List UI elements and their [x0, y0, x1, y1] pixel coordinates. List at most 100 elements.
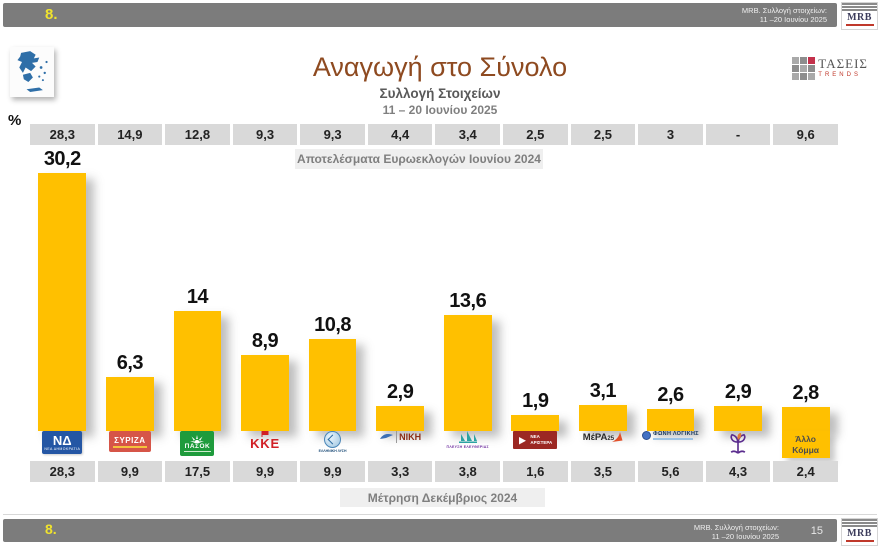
bar: [579, 404, 627, 431]
footer-slide-number: 8.: [45, 521, 57, 537]
niki-logo-cell: ΝΙΚΗ: [368, 431, 433, 461]
euro-results-caption: Αποτελέσματα Ευρωεκλογών Ιουνίου 2024: [295, 149, 543, 169]
kke-logo-cell: ΚΚΕ: [233, 431, 298, 461]
euro-result-cell: 3,4: [435, 124, 501, 145]
bar-column: 2,6: [638, 140, 703, 431]
bar-value-label: 8,9: [251, 329, 279, 352]
euro-result-cell: 3: [638, 124, 703, 145]
nd-logo-cell: ΝΔ ΝΕΑ ΔΗΜΟΚΡΑΤΙΑ: [30, 431, 95, 461]
december-result-cell: 17,5: [165, 461, 230, 482]
allo-komma-label: Άλλο Κόμμα: [781, 431, 830, 459]
bar-value-label: 2,9: [724, 381, 752, 404]
mrb-logo-footer: MRB: [841, 518, 878, 546]
greece-map-shape: [17, 51, 48, 92]
nea-aristera-logo: ΝΕΑ ΑΡΙΣΤΕΡΑ: [513, 431, 558, 449]
december-result-cell: 3,8: [435, 461, 501, 482]
december-result-cell: 9,9: [97, 461, 163, 482]
bar-column: 10,8: [300, 140, 365, 431]
footer-bar: 8. MRB. Συλλογή στοιχείων: 11 –20 Ιουνίο…: [3, 519, 837, 542]
plefsi-eleftherias-logo-cell: ΠΛΕΥΣΗ ΕΛΕΥΘΕΡΙΑΣ: [435, 431, 500, 461]
december-result-cell: 28,3: [30, 461, 95, 482]
bar-column: 8,9: [233, 140, 298, 431]
greece-map-icon: [10, 47, 54, 97]
mrb-logo-stripes: [842, 519, 877, 528]
bar-column: 2,9: [368, 140, 433, 431]
footer-note: MRB. Συλλογή στοιχείων: 11 –20 Ιουνίου 2…: [693, 523, 779, 542]
bar-value-label: 30,2: [43, 147, 81, 170]
page-subtitle: Συλλογή Στοιχείων: [379, 86, 501, 101]
kke-logo: ΚΚΕ: [250, 431, 280, 450]
bar-value-label: 10,8: [314, 313, 352, 336]
mrb-logo-redline: [845, 24, 874, 26]
mera25-swoosh-icon: [612, 432, 623, 442]
bar-value-label: 2,8: [792, 382, 819, 404]
bar: [646, 408, 695, 431]
bar: [781, 407, 830, 431]
december-caption: Μέτρηση Δεκέμβριος 2024: [340, 488, 545, 507]
bar-value-label: 3,1: [589, 379, 617, 402]
euro-result-cell: 2,5: [503, 124, 568, 145]
taseis-subtitle: TRENDS: [818, 72, 861, 78]
bar: [511, 414, 560, 431]
mrb-logo-text: MRB: [847, 12, 872, 23]
niki-logo: ΝΙΚΗ: [379, 431, 421, 443]
nea-aristera-arrow-icon: [519, 436, 527, 444]
kinima-dimokratias-flower-icon: [730, 432, 746, 454]
bar-column: 1,9: [503, 140, 568, 431]
december-result-cell: 9,9: [300, 461, 365, 482]
euro-results-band: 28,3 14,9 12,8 9,3 9,3 4,4 3,4 2,5 2,5 3-9,6: [30, 124, 838, 145]
mera25-logo: ΜέΡΑ25: [583, 431, 623, 443]
header-bar: 8. MRB. Συλλογή στοιχείων: 11 –20 Ιουνίο…: [3, 3, 837, 27]
taseis-grid-icon: [792, 57, 816, 80]
euro-result-cell: -: [705, 124, 771, 145]
bar: [376, 406, 425, 431]
bar-column: 2,8: [773, 140, 838, 431]
niki-bird-icon: [380, 433, 394, 439]
december-band: 28,3 9,9 17,5 9,9 9,9 3,3 3,8 1,6 3,5 5,6 4,3 2,4: [30, 461, 838, 482]
bar-column: 30,2: [30, 140, 95, 431]
bar-column: 14: [165, 140, 230, 431]
december-result-cell: 1,6: [503, 461, 568, 482]
date-range: 11 – 20 Ιουνίου 2025: [382, 103, 498, 117]
bar: [308, 338, 357, 431]
bar: [105, 377, 154, 431]
mrb-logo-stripes: [842, 3, 877, 12]
sailboat-icon: [458, 431, 477, 443]
foni-logikis-dot-icon: [642, 431, 652, 440]
party-logos-row: ΝΔ ΝΕΑ ΔΗΜΟΚΡΑΤΙΑ ΣΥΡΙΖΑ ΠΑΣΟΚ ΚΚΕ ΕΛΛΗΝΙΚΗ Λ…: [30, 431, 838, 461]
nd-logo: ΝΔ ΝΕΑ ΔΗΜΟΚΡΑΤΙΑ: [42, 431, 83, 454]
footer-divider: [3, 514, 877, 515]
pasok-logo: ΠΑΣΟΚ: [180, 431, 215, 456]
kinima-dimokratias-logo-cell: [706, 431, 771, 461]
euro-result-cell: 9,3: [232, 124, 298, 145]
bar-chart: 30,2 6,3 14 8,9 10,8 2,9 13,6 1,9 3,1 2,6 2,9 2,8: [30, 140, 838, 431]
taseis-logo: ΤΑΣΕΙΣ TRENDS: [792, 57, 868, 80]
nea-aristera-logo-cell: ΝΕΑ ΑΡΙΣΤΕΡΑ: [503, 431, 568, 461]
euro-result-cell: 9,3: [300, 124, 365, 145]
bar: [173, 311, 222, 431]
bar-column: 3,1: [571, 140, 636, 431]
euro-result-cell: 2,5: [570, 124, 636, 145]
bar: [443, 314, 492, 431]
bar-value-label: 14: [186, 286, 209, 309]
december-result-cell: 9,9: [232, 461, 298, 482]
pasok-logo-cell: ΠΑΣΟΚ: [165, 431, 230, 461]
bar-column: 2,9: [706, 140, 771, 431]
euro-result-cell: 12,8: [165, 124, 230, 145]
euro-result-cell: 4,4: [367, 124, 433, 145]
euro-result-cell: 9,6: [773, 124, 838, 145]
december-result-cell: 2,4: [773, 461, 838, 482]
elliniki-lysi-logo: ΕΛΛΗΝΙΚΗ ΛΥΣΗ: [319, 431, 347, 453]
december-result-cell: 5,6: [638, 461, 703, 482]
bar-value-label: 1,9: [522, 389, 549, 412]
bar-value-label: 13,6: [449, 289, 487, 312]
syriza-yellow-line: [113, 445, 147, 448]
bar: [714, 406, 762, 431]
december-result-cell: 3,5: [570, 461, 636, 482]
bar-column: 6,3: [98, 140, 163, 431]
december-result-cell: 4,3: [705, 461, 771, 482]
bar: [38, 172, 87, 431]
elliniki-lysi-logo-cell: ΕΛΛΗΝΙΚΗ ΛΥΣΗ: [300, 431, 365, 461]
bar-value-label: 6,3: [116, 352, 144, 375]
